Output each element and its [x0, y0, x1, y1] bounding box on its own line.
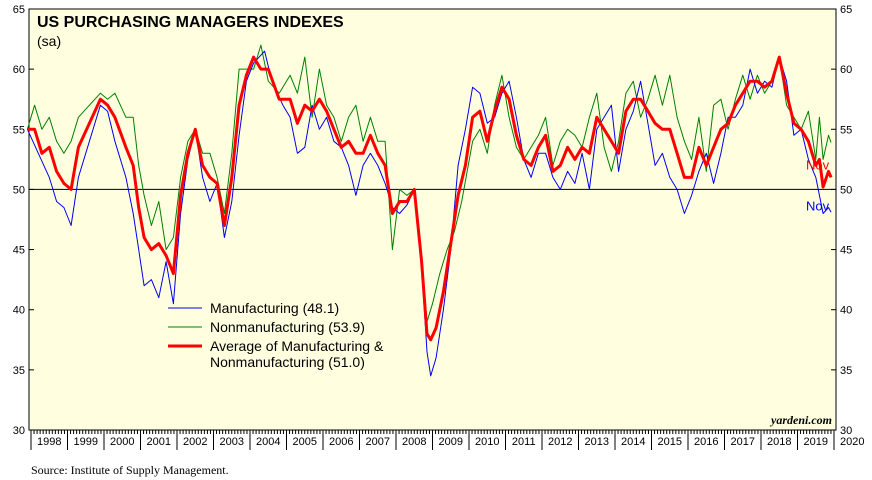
y-tick-label-left: 45	[13, 245, 25, 257]
source-note: Source: Institute of Supply Management.	[31, 463, 229, 477]
series-group	[26, 44, 833, 377]
y-tick-label-right: 35	[840, 365, 852, 377]
series-line-average	[27, 55, 833, 342]
y-tick-label-right: 30	[840, 425, 852, 437]
y-tick-label-left: 65	[13, 4, 25, 16]
y-tick-label-left: 30	[13, 425, 25, 437]
y-tick-label-right: 55	[840, 124, 852, 136]
x-tick-label: 2011	[512, 436, 536, 448]
x-tick-label: 2001	[147, 436, 171, 448]
legend-label-nonmanufacturing: Nonmanufacturing (53.9)	[210, 319, 365, 335]
legend-label-manufacturing: Manufacturing (48.1)	[210, 300, 339, 316]
credit-text: yardeni.com	[769, 413, 832, 427]
legend-label-average-line2: Nonmanufacturing (51.0)	[210, 354, 365, 370]
x-tick-label: 2012	[548, 436, 572, 448]
y-tick-label-left: 35	[13, 365, 25, 377]
x-tick-label: 2010	[475, 436, 499, 448]
y-tick-label-right: 65	[840, 4, 852, 16]
x-tick-label: 2005	[293, 436, 317, 448]
y-tick-label-left: 40	[13, 305, 25, 317]
x-tick-label: 2000	[110, 436, 134, 448]
y-tick-label-left: 55	[13, 124, 25, 136]
x-tick-label: 2007	[366, 436, 390, 448]
legend-label-average-line1: Average of Manufacturing &	[210, 338, 384, 354]
y-tick-label-right: 60	[840, 64, 852, 76]
x-tick-label: 1999	[74, 436, 98, 448]
x-tick-label: 2020	[840, 436, 864, 448]
y-tick-label-right: 40	[840, 305, 852, 317]
chart-subtitle: (sa)	[37, 33, 61, 49]
x-tick-label: 2006	[329, 436, 353, 448]
x-tick-label: 2017	[731, 436, 755, 448]
x-tick-label: 2008	[402, 436, 426, 448]
end-label-average: Nov	[806, 157, 830, 172]
x-tick-label: 2003	[220, 436, 244, 448]
y-tick-label-right: 45	[840, 245, 852, 257]
x-tick-label: 2002	[183, 436, 207, 448]
series-line-nonmanufacturing	[26, 44, 832, 323]
plot-area	[28, 8, 837, 431]
x-tick-label: 1998	[37, 436, 61, 448]
end-label-manufacturing: Nov	[806, 198, 830, 213]
y-tick-label-left: 50	[13, 184, 25, 196]
x-tick-label: 2009	[439, 436, 463, 448]
series-line-manufacturing	[26, 50, 832, 377]
x-tick-label: 2013	[585, 436, 609, 448]
y-tick-label-right: 50	[840, 184, 852, 196]
x-tick-label: 2015	[658, 436, 682, 448]
legend: Manufacturing (48.1) Nonmanufacturing (5…	[168, 300, 384, 370]
chart-title: US PURCHASING MANAGERS INDEXES	[37, 14, 344, 31]
x-tick-label: 2018	[767, 436, 791, 448]
y-axis-right: 30 35 40 45 50 55 60 65	[831, 4, 852, 437]
x-tick-label: 2016	[694, 436, 718, 448]
x-axis: 1998 1999 2000 2001 2002 2003 2004 2005 2006 2007…	[30, 430, 864, 450]
y-tick-label-left: 60	[13, 64, 25, 76]
x-tick-label: 2004	[256, 436, 280, 448]
x-tick-label: 2014	[621, 436, 645, 448]
x-tick-label: 2019	[804, 436, 828, 448]
y-axis-left: 30 35 40 45 50 55 60 65	[13, 4, 34, 437]
